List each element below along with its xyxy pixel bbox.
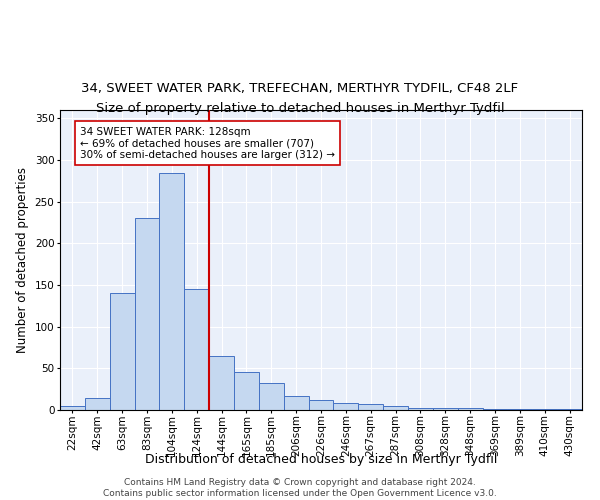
Bar	[160, 172, 184, 410]
Bar	[508, 409, 532, 410]
Bar	[383, 406, 408, 410]
Bar	[60, 406, 85, 410]
Bar	[184, 289, 209, 410]
Text: Contains HM Land Registry data © Crown copyright and database right 2024.
Contai: Contains HM Land Registry data © Crown c…	[103, 478, 497, 498]
Bar	[284, 396, 308, 410]
Bar	[408, 408, 433, 410]
Bar	[433, 408, 458, 410]
Bar	[234, 372, 259, 410]
Bar	[134, 218, 160, 410]
Bar	[458, 408, 482, 410]
Text: Size of property relative to detached houses in Merthyr Tydfil: Size of property relative to detached ho…	[95, 102, 505, 115]
Text: Distribution of detached houses by size in Merthyr Tydfil: Distribution of detached houses by size …	[145, 452, 497, 466]
Text: 34, SWEET WATER PARK, TREFECHAN, MERTHYR TYDFIL, CF48 2LF: 34, SWEET WATER PARK, TREFECHAN, MERTHYR…	[82, 82, 518, 95]
Bar	[334, 402, 358, 410]
Bar	[209, 356, 234, 410]
Bar	[482, 409, 508, 410]
Bar	[532, 409, 557, 410]
Bar	[85, 398, 110, 410]
Bar	[259, 382, 284, 410]
Bar	[110, 294, 134, 410]
Text: 34 SWEET WATER PARK: 128sqm
← 69% of detached houses are smaller (707)
30% of se: 34 SWEET WATER PARK: 128sqm ← 69% of det…	[80, 126, 335, 160]
Bar	[358, 404, 383, 410]
Y-axis label: Number of detached properties: Number of detached properties	[16, 167, 29, 353]
Bar	[557, 409, 582, 410]
Bar	[308, 400, 334, 410]
